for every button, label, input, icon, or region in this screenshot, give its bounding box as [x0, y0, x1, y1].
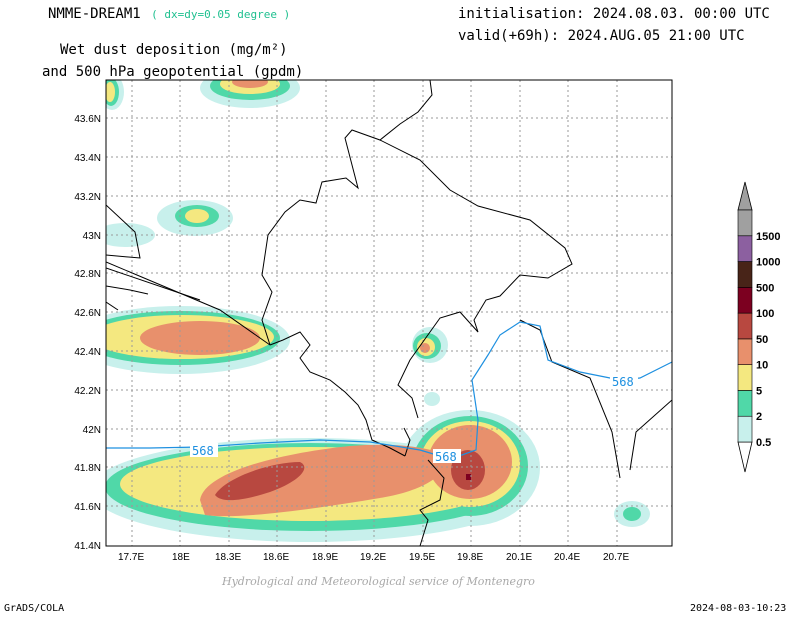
lon-tick-label: 18.3E	[215, 552, 241, 563]
lon-tick-label: 17.7E	[118, 552, 144, 563]
legend-level-label: 5	[756, 385, 762, 397]
lon-tick-label: 19.5E	[409, 552, 435, 563]
valid-time: valid(+69h): 2024.AUG.05 21:00 UTC	[458, 28, 745, 44]
legend-bin	[737, 209, 753, 237]
credit-text: Hydrological and Meteorological service …	[222, 575, 535, 588]
legend-level-label: 1500	[756, 231, 780, 243]
legend-level-label: 500	[756, 282, 774, 294]
borders	[106, 80, 672, 546]
lat-tick-label: 42.8N	[74, 269, 101, 280]
legend-bin	[737, 338, 753, 365]
lon-tick-label: 18.9E	[312, 552, 338, 563]
legend-level-label: 10	[756, 360, 768, 372]
model-resolution: ( dx=dy=0.05 degree )	[151, 8, 291, 21]
map-frame	[105, 79, 673, 547]
contour-label: 568	[192, 444, 214, 458]
lon-tick-label: 19.2E	[360, 552, 386, 563]
legend-bin	[737, 312, 753, 340]
legend-level-label: 100	[756, 308, 774, 320]
lat-tick-label: 43N	[83, 231, 101, 242]
lat-tick-label: 41.4N	[74, 541, 101, 552]
contour-labels: 568 568 568	[190, 374, 638, 464]
legend-top-arrow	[737, 181, 753, 211]
contour-label: 568	[612, 375, 634, 389]
lon-tick-label: 20.7E	[603, 552, 629, 563]
contour-label: 568	[435, 450, 457, 464]
lat-tick-label: 42.2N	[74, 386, 101, 397]
lat-tick-label: 43.4N	[74, 153, 101, 164]
lon-tick-label: 19.8E	[457, 552, 483, 563]
initialisation-time: initialisation: 2024.08.03. 00:00 UTC	[458, 6, 770, 22]
lat-tick-label: 41.8N	[74, 463, 101, 474]
variable-title-line1: Wet dust deposition (mg/m²)	[60, 42, 288, 58]
lat-tick-label: 42N	[83, 425, 101, 436]
legend-bin	[737, 364, 753, 391]
lat-tick-label: 41.6N	[74, 502, 101, 513]
timestamp: 2024-08-03-10:23	[690, 603, 787, 614]
legend-bin	[737, 390, 753, 417]
lon-tick-label: 18.6E	[263, 552, 289, 563]
legend-bin	[737, 261, 753, 288]
geopotential-568-contour	[106, 321, 672, 457]
lat-tick-label: 43.6N	[74, 114, 101, 125]
legend-bin	[737, 287, 753, 314]
legend-level-label: 1000	[756, 257, 780, 269]
legend-level-label: 2	[756, 411, 762, 423]
software-label: GrADS/COLA	[4, 603, 65, 614]
legend-bin	[737, 415, 753, 443]
lat-tick-label: 42.6N	[74, 308, 101, 319]
lat-tick-label: 42.4N	[74, 347, 101, 358]
model-title: NMME-DREAM1 ( dx=dy=0.05 degree )	[48, 6, 290, 22]
lat-lon-grid	[106, 80, 672, 546]
legend-bottom-arrow	[737, 441, 753, 473]
legend-level-label: 50	[756, 334, 768, 346]
variable-title-line2: and 500 hPa geopotential (gpdm)	[42, 64, 304, 80]
dust-field	[106, 80, 650, 542]
legend-level-label: 0.5	[756, 437, 771, 449]
lat-tick-label: 43.2N	[74, 192, 101, 203]
legend-bin	[737, 235, 753, 262]
model-name: NMME-DREAM1	[48, 6, 141, 22]
lon-tick-label: 20.1E	[506, 552, 532, 563]
color-legend: 0.5 2 5 10 50 100 500 1000 1500	[737, 181, 780, 473]
lon-tick-label: 20.4E	[554, 552, 580, 563]
lon-tick-label: 18E	[172, 552, 190, 563]
